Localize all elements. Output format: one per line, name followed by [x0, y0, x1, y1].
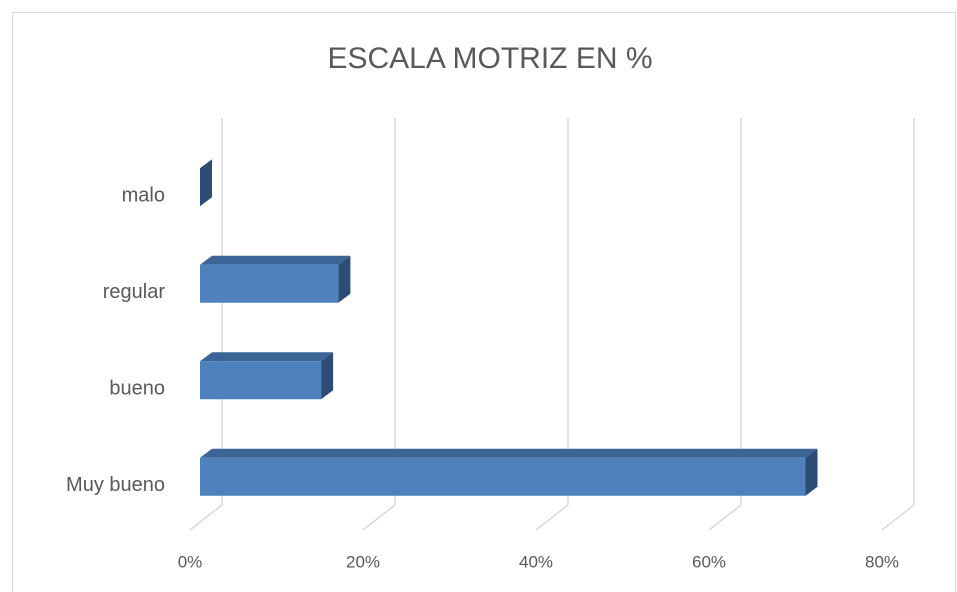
- y-tick-label: Muy bueno: [66, 474, 165, 496]
- x-tick-label: 80%: [865, 552, 899, 571]
- bar-side: [805, 448, 818, 496]
- bar-side: [200, 159, 212, 207]
- y-tick-label: regular: [103, 281, 166, 303]
- bar-front: [200, 361, 322, 400]
- floor-grid-line: [189, 504, 223, 531]
- floor-grid-line: [881, 504, 915, 531]
- floor-grid-line: [708, 504, 742, 531]
- y-tick-label: malo: [122, 185, 165, 207]
- x-tick-label: 40%: [519, 552, 553, 571]
- bar-top: [200, 448, 818, 458]
- bar: [200, 255, 351, 303]
- x-tick-label: 0%: [178, 552, 203, 571]
- bar-top: [200, 352, 334, 362]
- bar-front: [200, 457, 806, 496]
- floor-grid-line: [362, 504, 396, 531]
- bar-front: [200, 264, 339, 303]
- bar: [200, 159, 212, 207]
- bar: [200, 448, 818, 496]
- chart-title: ESCALA MOTRIZ EN %: [327, 42, 652, 75]
- bar-side: [338, 255, 351, 303]
- bar-side: [321, 352, 334, 400]
- floor-grid-line: [535, 504, 569, 531]
- bar: [200, 352, 334, 400]
- bar-top: [200, 255, 351, 265]
- x-tick-label: 60%: [692, 552, 726, 571]
- x-tick-label: 20%: [346, 552, 380, 571]
- y-tick-label: bueno: [109, 378, 165, 400]
